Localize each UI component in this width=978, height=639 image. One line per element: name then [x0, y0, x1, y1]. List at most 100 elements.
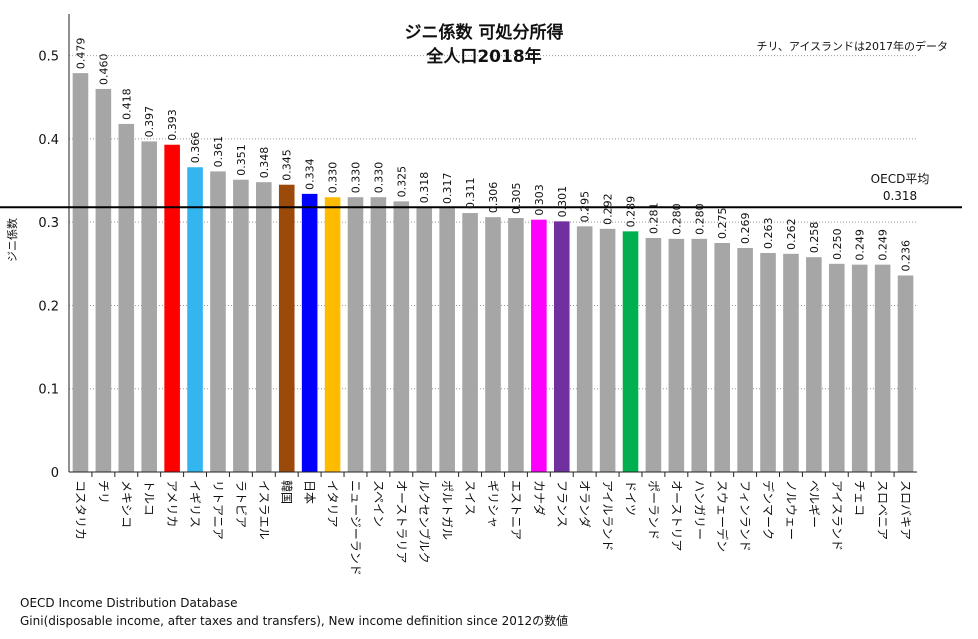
bar — [301, 193, 318, 473]
bar — [347, 197, 364, 472]
y-axis-label: ジニ係数 — [6, 218, 19, 262]
bar-layer — [72, 73, 914, 473]
data-label: 0.262 — [785, 218, 798, 250]
bar — [553, 221, 570, 472]
data-label: 0.418 — [120, 88, 133, 120]
y-tick-label: 0.2 — [38, 299, 59, 314]
bar — [370, 197, 387, 472]
bar — [737, 247, 753, 472]
category-label: スイス — [463, 480, 477, 516]
bar — [164, 144, 180, 473]
bar — [95, 88, 112, 472]
category-label: アイルランド — [601, 480, 615, 551]
category-label: ベルギー — [807, 480, 821, 528]
bar — [439, 208, 455, 472]
bar — [485, 217, 501, 472]
bar — [416, 207, 433, 472]
data-label: 0.460 — [97, 53, 110, 85]
bar — [874, 264, 891, 472]
bar — [622, 231, 639, 472]
category-label: ドイツ — [624, 480, 638, 516]
data-label: 0.249 — [854, 229, 867, 261]
category-label: エストニア — [509, 480, 523, 540]
data-label: 0.258 — [808, 222, 821, 254]
category-label: メキシコ — [119, 480, 133, 528]
bar — [828, 263, 845, 472]
category-label: フィンランド — [738, 480, 752, 552]
data-label: 0.334 — [304, 158, 317, 190]
category-label: スペイン — [371, 480, 385, 527]
bar — [691, 238, 708, 472]
category-label: スロバキア — [899, 480, 913, 540]
data-label: 0.263 — [762, 217, 775, 249]
bar — [187, 167, 203, 473]
bar — [210, 171, 226, 473]
source-line-1: OECD Income Distribution Database — [20, 596, 238, 610]
category-label: ギリシャ — [486, 480, 500, 528]
data-label: 0.275 — [716, 208, 729, 240]
data-label: 0.289 — [625, 196, 638, 228]
bar — [508, 218, 524, 472]
category-label: イタリア — [326, 480, 340, 528]
bar — [256, 182, 272, 472]
y-tick-label: 0.1 — [38, 383, 59, 398]
data-label: 0.280 — [693, 203, 706, 235]
bar — [783, 253, 799, 472]
bar — [233, 179, 249, 473]
data-label: 0.236 — [900, 240, 913, 272]
data-label: 0.330 — [327, 162, 340, 194]
category-label: 日本 — [303, 480, 317, 504]
category-label: オランダ — [578, 480, 593, 528]
bar — [462, 213, 478, 472]
category-label: ニュージーランド — [348, 480, 362, 576]
data-label: 0.348 — [258, 147, 271, 179]
category-label: スロベニア — [876, 480, 890, 540]
bar — [760, 252, 776, 472]
data-label: 0.305 — [510, 183, 523, 215]
category-label: アイスランド — [830, 480, 844, 551]
oecd-average-label: OECD平均 — [871, 172, 930, 186]
data-label: 0.318 — [418, 172, 431, 204]
y-tick-label: 0.3 — [38, 216, 59, 231]
data-label: 0.250 — [831, 228, 844, 260]
bar — [851, 264, 868, 472]
data-label: 0.281 — [647, 203, 660, 235]
category-label: コスタリカ — [73, 480, 87, 540]
category-label: オーストラリア — [394, 480, 408, 563]
data-label: 0.393 — [166, 109, 179, 141]
category-label: ラトビア — [234, 480, 248, 528]
data-label: 0.301 — [556, 186, 569, 218]
oecd-average-value: 0.318 — [883, 189, 917, 203]
data-label: 0.330 — [372, 162, 385, 194]
data-label: 0.269 — [739, 212, 752, 244]
data-label: 0.325 — [395, 166, 408, 198]
bar — [668, 238, 685, 472]
y-tick-label: 0.4 — [38, 133, 59, 148]
category-label: ハンガリー — [692, 480, 706, 540]
bar — [645, 238, 662, 472]
category-label: トルコ — [142, 480, 156, 516]
axis-layer — [0, 14, 962, 477]
chart-title-line2: 全人口2018年 — [425, 46, 541, 67]
category-label: ポーランド — [646, 480, 660, 540]
category-label: フランス — [555, 480, 569, 528]
category-label: チェコ — [853, 480, 867, 516]
data-label: 0.306 — [487, 182, 500, 214]
bar — [141, 141, 158, 472]
data-label: 0.479 — [74, 38, 87, 70]
bar — [806, 257, 822, 472]
category-label: アメリカ — [165, 480, 179, 527]
label-layer: 0 0.1 0.2 0.3 0.4 0.5 0.479 コスタリカ 0.460 チリ 0.418 メキ… — [38, 38, 912, 576]
category-label: スウェーデン — [715, 480, 730, 552]
chart-title-line1: ジニ係数 可処分所得 — [405, 22, 564, 43]
source-line-2: Gini(disposable income, after taxes and … — [20, 613, 568, 628]
category-label: 韓国 — [280, 480, 294, 504]
data-label: 0.366 — [189, 132, 202, 164]
category-label: イギリス — [188, 480, 202, 528]
data-label: 0.295 — [579, 191, 592, 223]
bar — [599, 228, 616, 472]
bar — [576, 226, 593, 472]
data-label: 0.330 — [349, 162, 362, 194]
